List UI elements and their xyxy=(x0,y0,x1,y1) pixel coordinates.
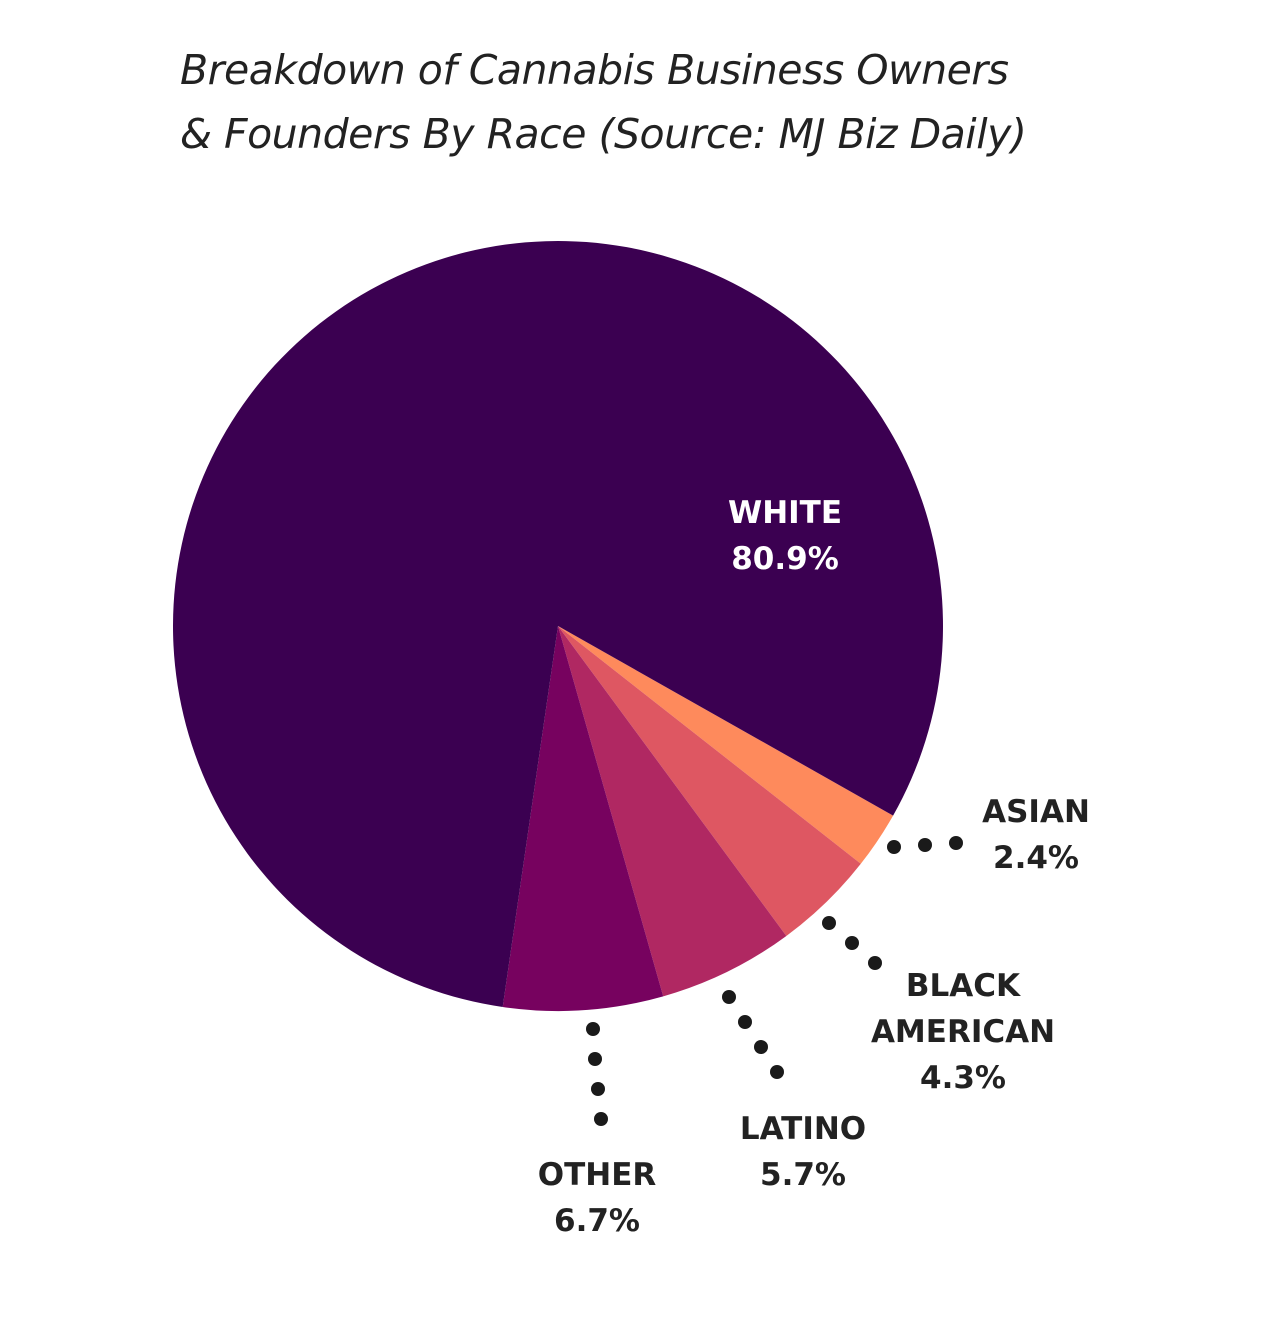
leader-dot-latino-1 xyxy=(722,990,736,1004)
chart-title-line-1: Breakdown of Cannabis Business Owners xyxy=(180,46,1009,94)
leader-dot-other-2 xyxy=(588,1052,602,1066)
chart-title-line-2: & Founders By Race (Source: MJ Biz Daily… xyxy=(180,110,1027,158)
slice-name-latino: LATINO xyxy=(740,1111,866,1147)
slice-value-asian: 2.4% xyxy=(993,840,1079,876)
leader-dots xyxy=(586,836,963,1126)
slice-name-asian: ASIAN xyxy=(982,794,1090,830)
leader-dot-other-3 xyxy=(591,1082,605,1096)
chart-title: Breakdown of Cannabis Business Owners & … xyxy=(180,38,1180,166)
slice-name-black-american: AMERICAN xyxy=(871,1014,1055,1050)
pie-slice-latino xyxy=(558,626,787,997)
leader-dot-latino-2 xyxy=(738,1015,752,1029)
pie-slice-other xyxy=(502,626,664,1011)
leader-dot-latino-3 xyxy=(754,1040,768,1054)
slice-label-latino: LATINO 5.7% xyxy=(740,1111,866,1193)
leader-dot-other-4 xyxy=(594,1112,608,1126)
leader-dot-other-1 xyxy=(586,1022,600,1036)
slice-label-other: OTHER 6.7% xyxy=(538,1157,657,1239)
leader-dot-asian-2 xyxy=(918,838,932,852)
slice-name-other: OTHER xyxy=(538,1157,657,1193)
slice-labels: WHITE 80.9% ASIAN 2.4% BLACK AMERICAN 4.3% LATI… xyxy=(538,495,1090,1239)
leader-dot-asian-1 xyxy=(887,840,901,854)
slice-label-black-american: BLACK AMERICAN 4.3% xyxy=(871,968,1055,1096)
slice-value-white: 80.9% xyxy=(731,541,839,577)
leader-dot-black-american-3 xyxy=(868,956,882,970)
slice-value-black-american: 4.3% xyxy=(920,1060,1006,1096)
pie-slice-white xyxy=(172,241,943,1008)
leader-dot-black-american-1 xyxy=(822,916,836,930)
slice-label-asian: ASIAN 2.4% xyxy=(982,794,1090,876)
slice-name-black-american: BLACK xyxy=(906,968,1021,1004)
leader-dot-asian-3 xyxy=(949,836,963,850)
pie-slices xyxy=(172,241,943,1011)
slice-name-white: WHITE xyxy=(728,495,842,531)
slice-label-white: WHITE 80.9% xyxy=(728,495,842,577)
pie-slice-asian xyxy=(558,626,894,864)
slice-value-latino: 5.7% xyxy=(760,1157,846,1193)
pie-slice-black-american xyxy=(558,626,861,936)
slice-value-other: 6.7% xyxy=(554,1203,640,1239)
leader-dot-black-american-2 xyxy=(845,936,859,950)
leader-dot-latino-4 xyxy=(770,1065,784,1079)
